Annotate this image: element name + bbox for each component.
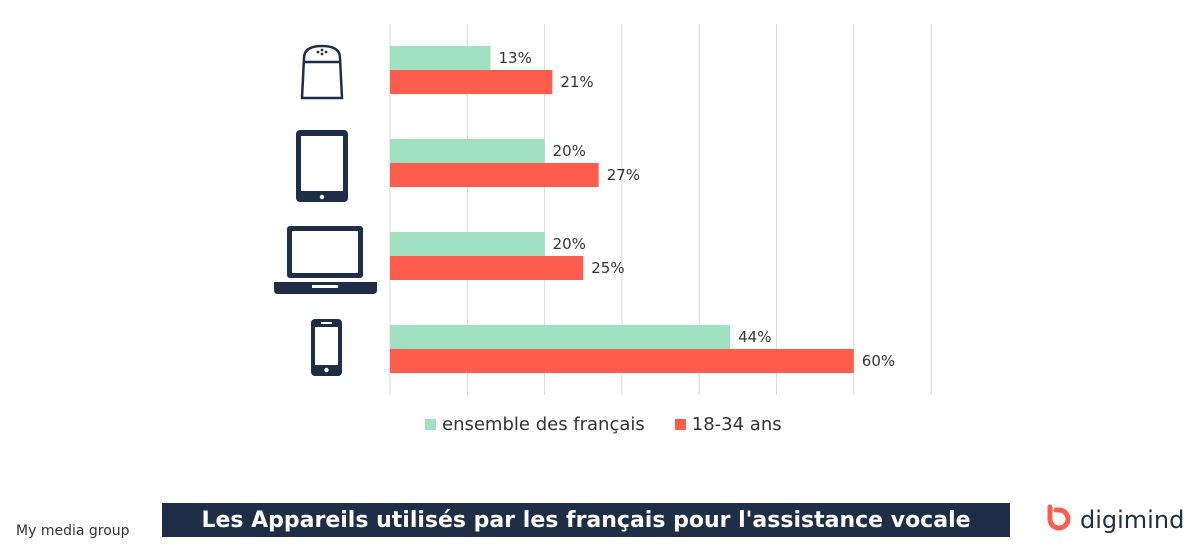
value-label: 20% <box>553 142 586 160</box>
bar-18-34-laptop <box>390 256 584 280</box>
bar-ensemble-laptop <box>390 232 545 256</box>
bar-18-34-smartphone <box>390 349 854 373</box>
value-labels: 13% 21% 20% 27% 20% 25% 44% 60% <box>498 49 895 370</box>
legend-item-18-34: 18-34 ans <box>674 414 782 435</box>
laptop-icon <box>274 226 377 294</box>
value-label: 21% <box>560 73 593 91</box>
bar-18-34-smart-speaker <box>390 70 553 94</box>
value-label: 20% <box>553 235 586 253</box>
legend-swatch-ensemble <box>425 419 436 430</box>
bar-18-34-tablet <box>390 163 599 187</box>
tablet-icon <box>296 130 348 202</box>
value-label: 44% <box>738 328 771 346</box>
legend-label-ensemble: ensemble des français <box>442 414 645 435</box>
legend-item-ensemble: ensemble des français <box>425 414 645 435</box>
bar-ensemble-smart-speaker <box>390 46 491 70</box>
bar-ensemble-smartphone <box>390 325 731 349</box>
value-label: 27% <box>607 166 640 184</box>
smart-speaker-icon <box>300 44 344 100</box>
source-label: My media group <box>16 523 130 539</box>
brand-name: digimind <box>1080 506 1185 534</box>
bar-ensemble-tablet <box>390 139 545 163</box>
digimind-logo-icon <box>1047 504 1071 531</box>
brand-logo: digimind <box>1040 503 1184 537</box>
smartphone-icon <box>311 319 342 376</box>
legend-swatch-18-34 <box>674 419 686 430</box>
legend-label-18-34: 18-34 ans <box>691 414 782 435</box>
chart-title: Les Appareils utilisés par les français … <box>201 507 971 533</box>
legend: ensemble des français 18-34 ans <box>425 414 812 435</box>
value-label: 60% <box>862 352 895 370</box>
title-bar: Les Appareils utilisés par les français … <box>162 503 1010 537</box>
value-label: 25% <box>591 259 624 277</box>
value-label: 13% <box>498 49 531 67</box>
bars <box>390 46 854 373</box>
